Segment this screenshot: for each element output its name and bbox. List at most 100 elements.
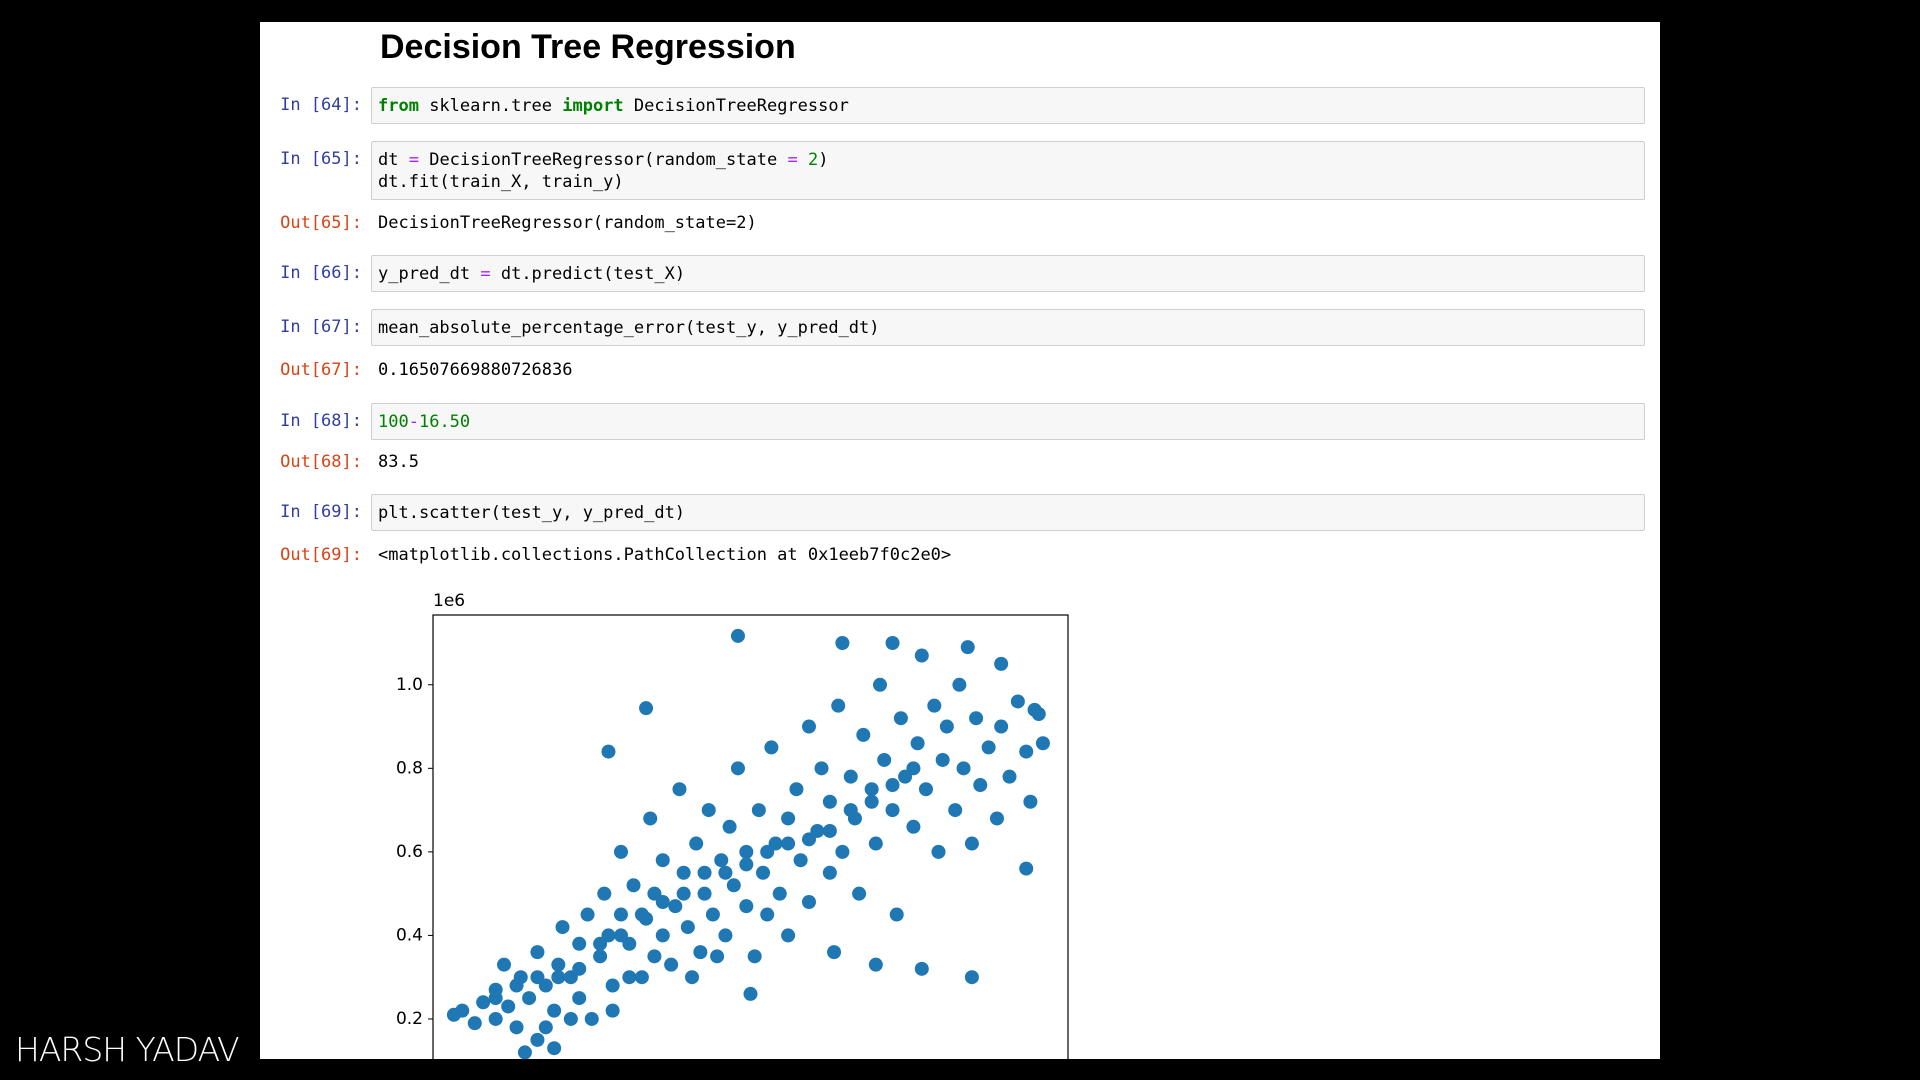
point [969, 711, 984, 726]
point [952, 677, 967, 692]
point [864, 782, 879, 797]
code-line: 100-16.50 [378, 411, 1638, 433]
point [885, 635, 900, 650]
y-tick-label: 0.8 [396, 758, 423, 778]
code-cell[interactable]: 100-16.50 [371, 403, 1645, 440]
point [730, 628, 745, 643]
point [906, 819, 921, 834]
point [509, 1020, 524, 1035]
point [714, 853, 729, 868]
point [689, 836, 704, 851]
point [467, 1016, 482, 1031]
point [572, 961, 587, 976]
out-prompt: Out[65]: [280, 213, 362, 233]
point [781, 811, 796, 826]
point [964, 970, 979, 985]
point [643, 811, 658, 826]
point [873, 677, 888, 692]
point [1019, 861, 1034, 876]
point [864, 794, 879, 809]
code-cell[interactable]: from sklearn.tree import DecisionTreeReg… [371, 87, 1645, 124]
point [760, 844, 775, 859]
output: DecisionTreeRegressor(random_state=2) [378, 213, 757, 233]
point [446, 1007, 461, 1022]
y-tick-label: 1.0 [396, 675, 423, 695]
output: 0.16507669880726836 [378, 360, 573, 380]
point [680, 920, 695, 935]
watermark: HARSH YADAV [15, 1030, 240, 1069]
out-prompt: Out[68]: [280, 452, 362, 472]
point [701, 803, 716, 818]
point [668, 899, 683, 914]
code-cell[interactable]: y_pred_dt = dt.predict(test_X) [371, 255, 1645, 292]
point [973, 778, 988, 793]
y-tick-label: 0.2 [396, 1009, 423, 1029]
point [551, 957, 566, 972]
output: 83.5 [378, 452, 419, 472]
point [664, 957, 679, 972]
point [893, 711, 908, 726]
point [685, 970, 700, 985]
point [856, 727, 871, 742]
code-cell[interactable]: dt = DecisionTreeRegressor(random_state … [371, 141, 1645, 200]
point [705, 907, 720, 922]
point [751, 803, 766, 818]
point [1035, 736, 1050, 751]
point [718, 928, 733, 943]
point [697, 865, 712, 880]
point [739, 899, 754, 914]
point [835, 635, 850, 650]
point [1019, 744, 1034, 759]
code-line: plt.scatter(test_y, y_pred_dt) [378, 502, 1638, 524]
scatter-chart: 1e6 0.2 0.4 0.6 0.8 1.0 [396, 591, 1069, 1059]
point [927, 698, 942, 713]
point [822, 865, 837, 880]
point [488, 991, 503, 1006]
point [547, 1041, 562, 1056]
offset-label: 1e6 [433, 591, 465, 611]
point [488, 1011, 503, 1026]
point [989, 811, 1004, 826]
in-prompt: In [69]: [280, 502, 362, 522]
point [822, 794, 837, 809]
point [756, 865, 771, 880]
point [601, 744, 616, 759]
point [613, 907, 628, 922]
code-cell[interactable]: plt.scatter(test_y, y_pred_dt) [371, 494, 1645, 531]
point [885, 803, 900, 818]
in-prompt: In [68]: [280, 411, 362, 431]
out-prompt: Out[67]: [280, 360, 362, 380]
point [814, 761, 829, 776]
code-text: mean_absolute_percentage_error(test_y, y… [378, 318, 880, 338]
point [597, 886, 612, 901]
point [885, 778, 900, 793]
code-cell[interactable]: mean_absolute_percentage_error(test_y, y… [371, 309, 1645, 346]
point [710, 949, 725, 964]
point [994, 656, 1009, 671]
point [634, 907, 649, 922]
point [739, 857, 754, 872]
point [868, 957, 883, 972]
point [877, 752, 892, 767]
point [572, 991, 587, 1006]
code-text: plt.scatter(test_y, y_pred_dt) [378, 503, 686, 523]
point [593, 949, 608, 964]
point [760, 907, 775, 922]
point [843, 803, 858, 818]
code-token: import [562, 96, 624, 116]
heading: Decision Tree Regression [380, 28, 796, 66]
code-text: ) [818, 150, 829, 170]
code-token: = [408, 150, 419, 170]
point [1027, 702, 1042, 717]
code-line: mean_absolute_percentage_error(test_y, y… [378, 317, 1638, 339]
point [822, 823, 837, 838]
point [918, 782, 933, 797]
point [801, 719, 816, 734]
point [613, 928, 628, 943]
code-token: from [378, 96, 419, 116]
point [960, 640, 975, 655]
in-prompt: In [67]: [280, 317, 362, 337]
point [914, 961, 929, 976]
code-line: dt = DecisionTreeRegressor(random_state … [378, 149, 1638, 171]
